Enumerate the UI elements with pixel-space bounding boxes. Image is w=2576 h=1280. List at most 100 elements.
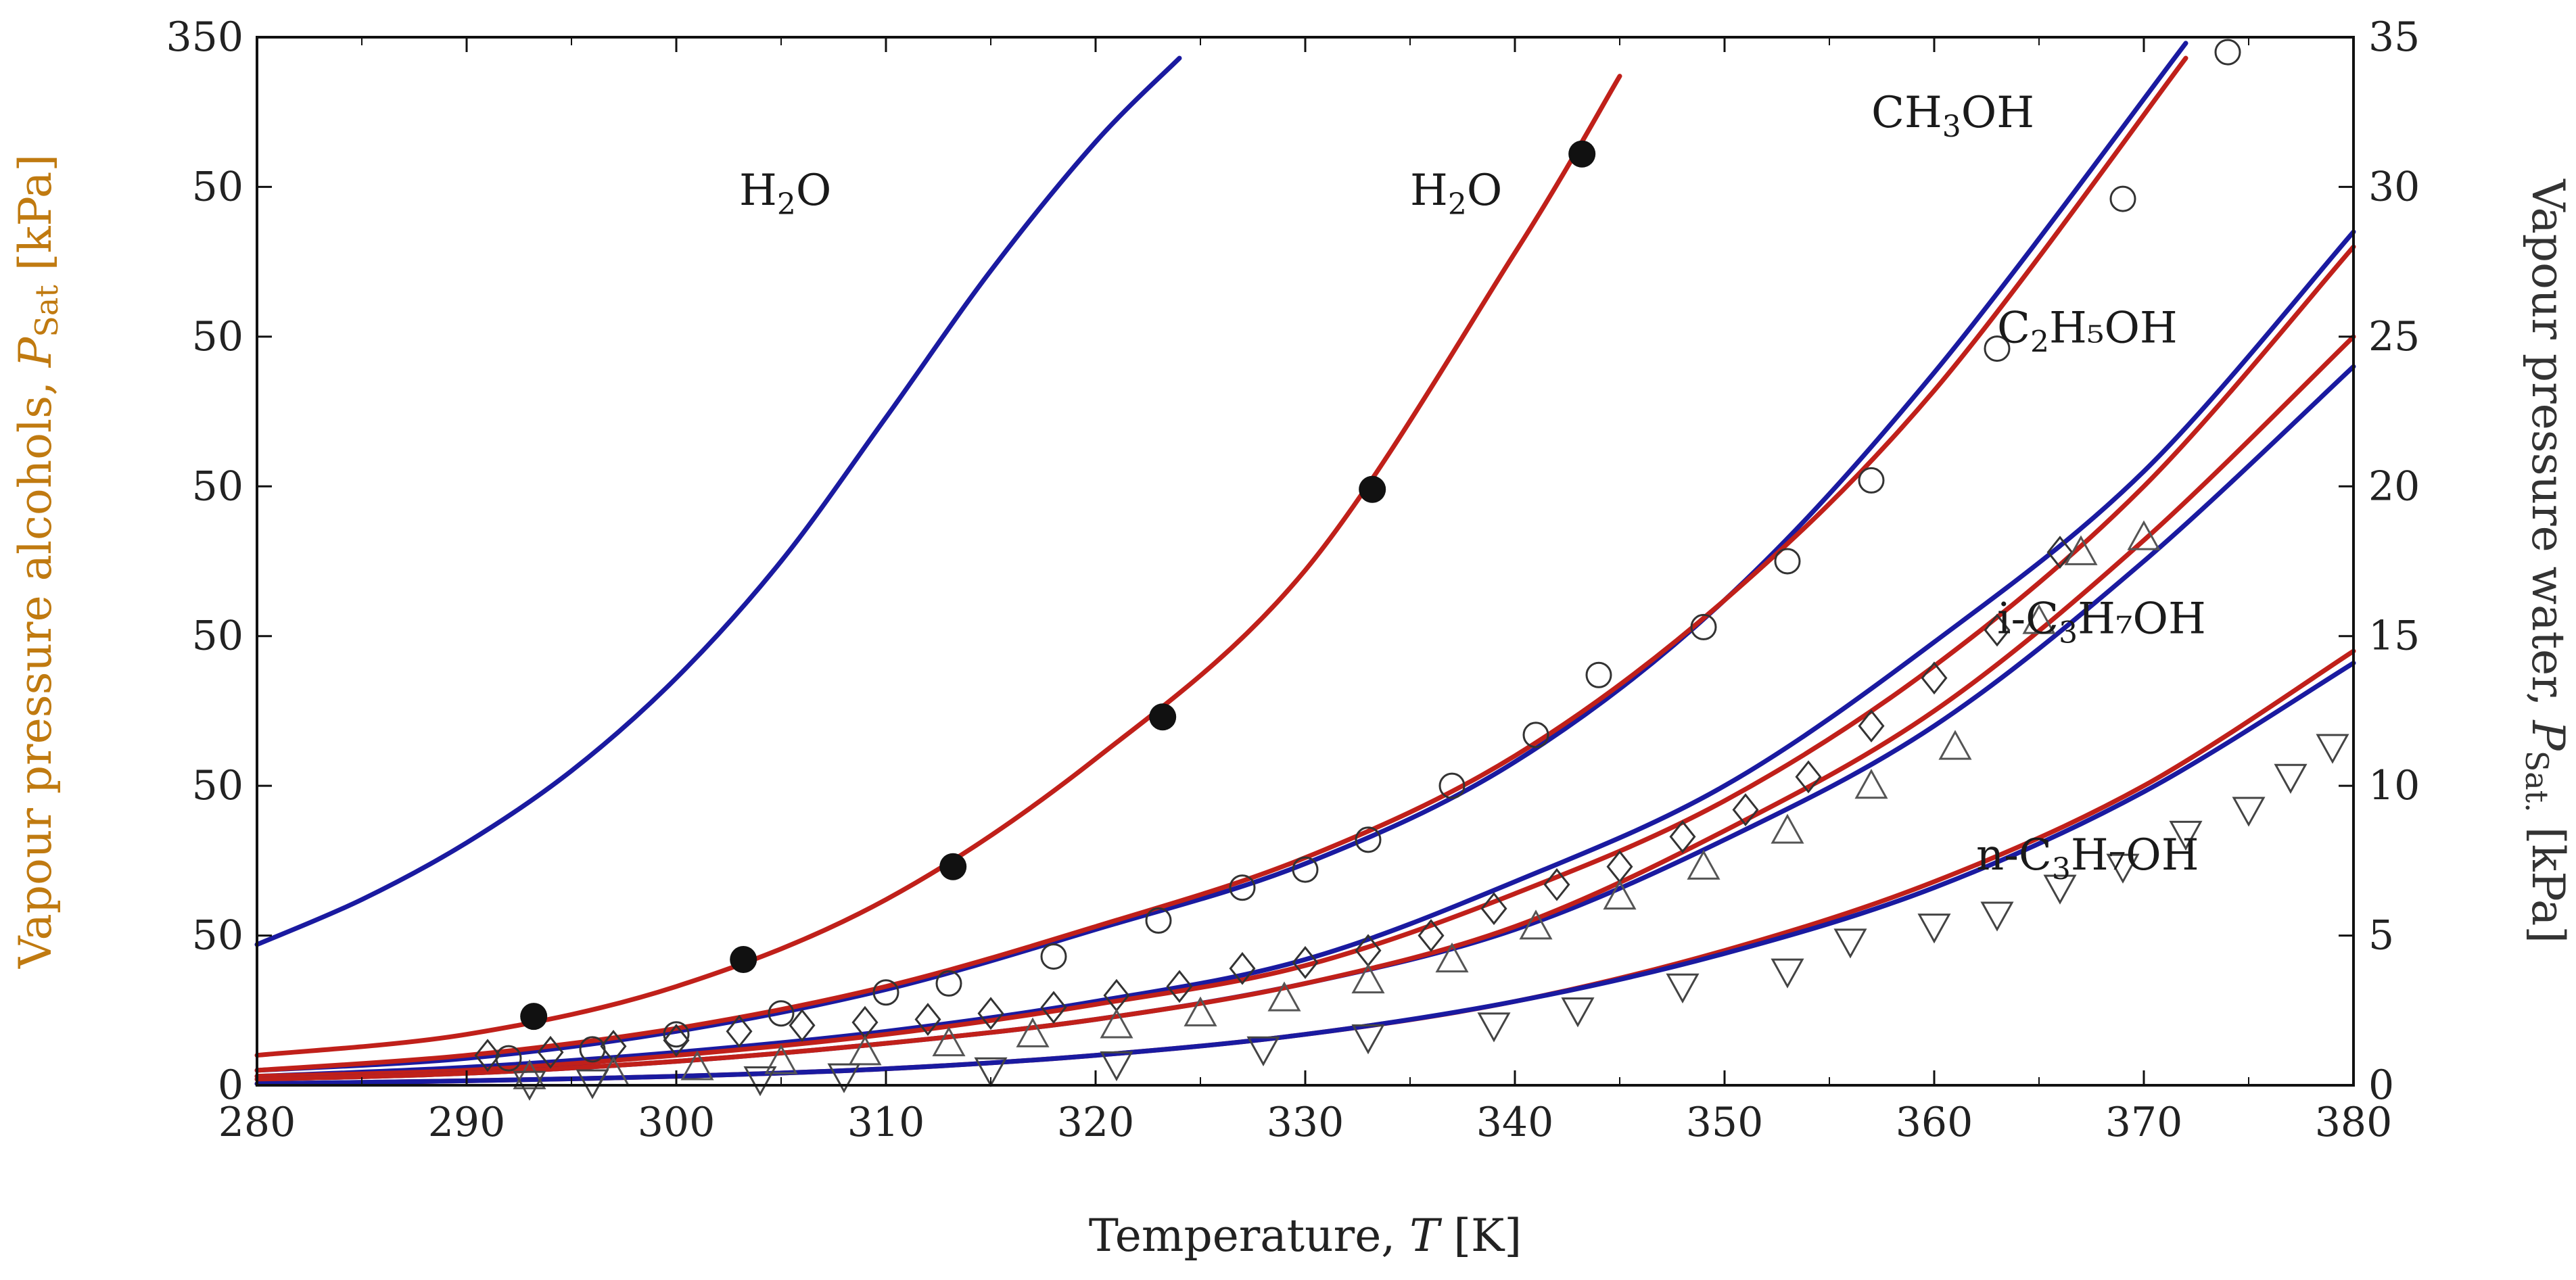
iprop-point-14 [1687, 849, 1720, 880]
x-tick-label-3: 310 [847, 1099, 925, 1146]
series-label-base-4: C [2025, 594, 2059, 644]
series-label-rest-1: O [1467, 166, 1502, 216]
ch3oh-point-13 [1585, 661, 1612, 688]
y-right-tick-label-2: 10 [2368, 762, 2420, 809]
c2h5oh-point-4 [726, 1014, 753, 1048]
iprop-point-9 [1267, 981, 1301, 1012]
series-label-sub-2: 3 [1942, 110, 1961, 144]
series-label-rest-5: H₇OH [2071, 830, 2199, 880]
series-label-5: n-C3H₇OH [1976, 830, 2199, 886]
c2h5oh-point-3 [663, 1024, 690, 1057]
y-right-tick-label-1: 5 [2368, 912, 2394, 959]
iprop-point-18 [2022, 604, 2056, 634]
ch3oh-point-15 [1774, 548, 1801, 575]
nprop-point-10 [1666, 973, 1700, 1003]
nprop-point-20 [2316, 734, 2349, 764]
c2h5oh-point-5 [789, 1009, 816, 1042]
series-line-3 [254, 55, 2188, 1073]
nprop-point-6 [1246, 1036, 1280, 1066]
series-label-sub-4: 3 [2059, 615, 2078, 650]
series-line-9 [254, 661, 2356, 1087]
ch3oh-point-9 [1292, 856, 1319, 883]
nprop-point-7 [1351, 1024, 1385, 1055]
iprop-point-8 [1184, 996, 1217, 1026]
c2h5oh-point-13 [1292, 946, 1319, 979]
series-label-prefix-4: i- [1997, 594, 2025, 644]
x-axis-title-prefix: Temperature, [1089, 1210, 1409, 1262]
c2h5oh-point-15 [1418, 919, 1445, 952]
ch3oh-point-12 [1522, 721, 1549, 749]
x-axis-title-unit: [K] [1439, 1210, 1522, 1262]
series-label-base-2: CH [1871, 88, 1942, 138]
y-left-tick-label-2: 50 [192, 762, 243, 809]
ch3oh-point-6 [1040, 943, 1067, 970]
series-label-1: H2O [1410, 166, 1502, 222]
nprop-point-2 [743, 1066, 777, 1097]
iprop-point-5 [932, 1026, 966, 1057]
series-label-base-5: C [2019, 830, 2052, 880]
y-right-tick-label-7: 35 [2368, 14, 2420, 61]
y-right-title-prefix: Vapour pressure water, [2522, 179, 2574, 720]
c2h5oh-point-16 [1480, 892, 1507, 926]
x-tick-label-2: 300 [638, 1099, 716, 1146]
series-line-4 [254, 229, 2356, 1079]
series-label-base-0: H [739, 166, 777, 216]
water-point-0 [520, 1003, 548, 1030]
x-tick-label-7: 350 [1686, 1099, 1764, 1146]
y-left-tick-label-4: 50 [192, 463, 243, 510]
iprop-point-10 [1351, 963, 1385, 994]
series-layer [254, 41, 2356, 1087]
series-line-2 [254, 41, 2188, 1073]
series-line-5 [254, 244, 2356, 1079]
nprop-point-8 [1477, 1012, 1511, 1043]
ch3oh-point-10 [1355, 826, 1382, 853]
y-left-tick-label-6: 50 [192, 163, 243, 210]
series-line-0 [254, 55, 1182, 947]
c2h5oh-point-25 [2046, 536, 2074, 569]
iprop-point-20 [2127, 520, 2161, 550]
nprop-point-4 [974, 1057, 1008, 1087]
water-point-4 [1359, 475, 1386, 503]
series-label-0: H2O [739, 166, 831, 222]
ch3oh-point-2 [663, 1021, 690, 1048]
nprop-point-5 [1100, 1051, 1133, 1082]
c2h5oh-point-23 [1921, 661, 1948, 695]
series-label-prefix-5: n- [1976, 830, 2019, 880]
series-label-rest-0: O [796, 166, 831, 216]
ch3oh-point-4 [872, 979, 899, 1006]
y-left-tick-label-3: 50 [192, 613, 243, 660]
water-point-1 [730, 946, 757, 973]
x-tick-label-8: 360 [1896, 1099, 1973, 1146]
c2h5oh-point-21 [1795, 760, 1822, 794]
iprop-point-15 [1771, 813, 1804, 844]
y-left-tick-label-5: 50 [192, 313, 243, 360]
ch3oh-point-8 [1229, 874, 1256, 901]
ch3oh-point-18 [2109, 185, 2136, 212]
y-left-title-var: P [9, 336, 62, 368]
iprop-point-6 [1016, 1017, 1050, 1047]
y-left-axis-title: Vapour pressure alcohols, PSat [kPa] [9, 154, 65, 969]
ch3oh-point-19 [2214, 39, 2241, 66]
y-right-tick-label-5: 25 [2368, 313, 2420, 360]
ch3oh-point-11 [1438, 772, 1466, 799]
series-label-sub-3: 2 [2030, 325, 2049, 360]
nprop-point-14 [1980, 901, 2014, 932]
x-tick-label-9: 370 [2105, 1099, 2183, 1146]
iprop-point-0 [513, 1059, 546, 1089]
c2h5oh-point-11 [1166, 970, 1193, 1003]
iprop-point-19 [2064, 535, 2098, 565]
y-left-axis: 0 50 50 50 50 50 50 350 [166, 14, 272, 1109]
x-tick-label-6: 340 [1476, 1099, 1554, 1146]
c2h5oh-point-0 [474, 1039, 501, 1072]
c2h5oh-point-9 [1040, 991, 1067, 1024]
ch3oh-point-14 [1690, 613, 1717, 640]
nprop-point-1 [576, 1069, 609, 1099]
nprop-point-3 [827, 1063, 861, 1093]
y-left-title-unit: [kPa] [9, 154, 62, 285]
iprop-point-12 [1519, 909, 1553, 940]
x-axis-title: Temperature, T [K] [1089, 1210, 1522, 1262]
c2h5oh-point-8 [977, 997, 1004, 1030]
y-right-tick-label-4: 20 [2368, 463, 2420, 510]
y-left-title-sub: Sat [28, 285, 65, 337]
